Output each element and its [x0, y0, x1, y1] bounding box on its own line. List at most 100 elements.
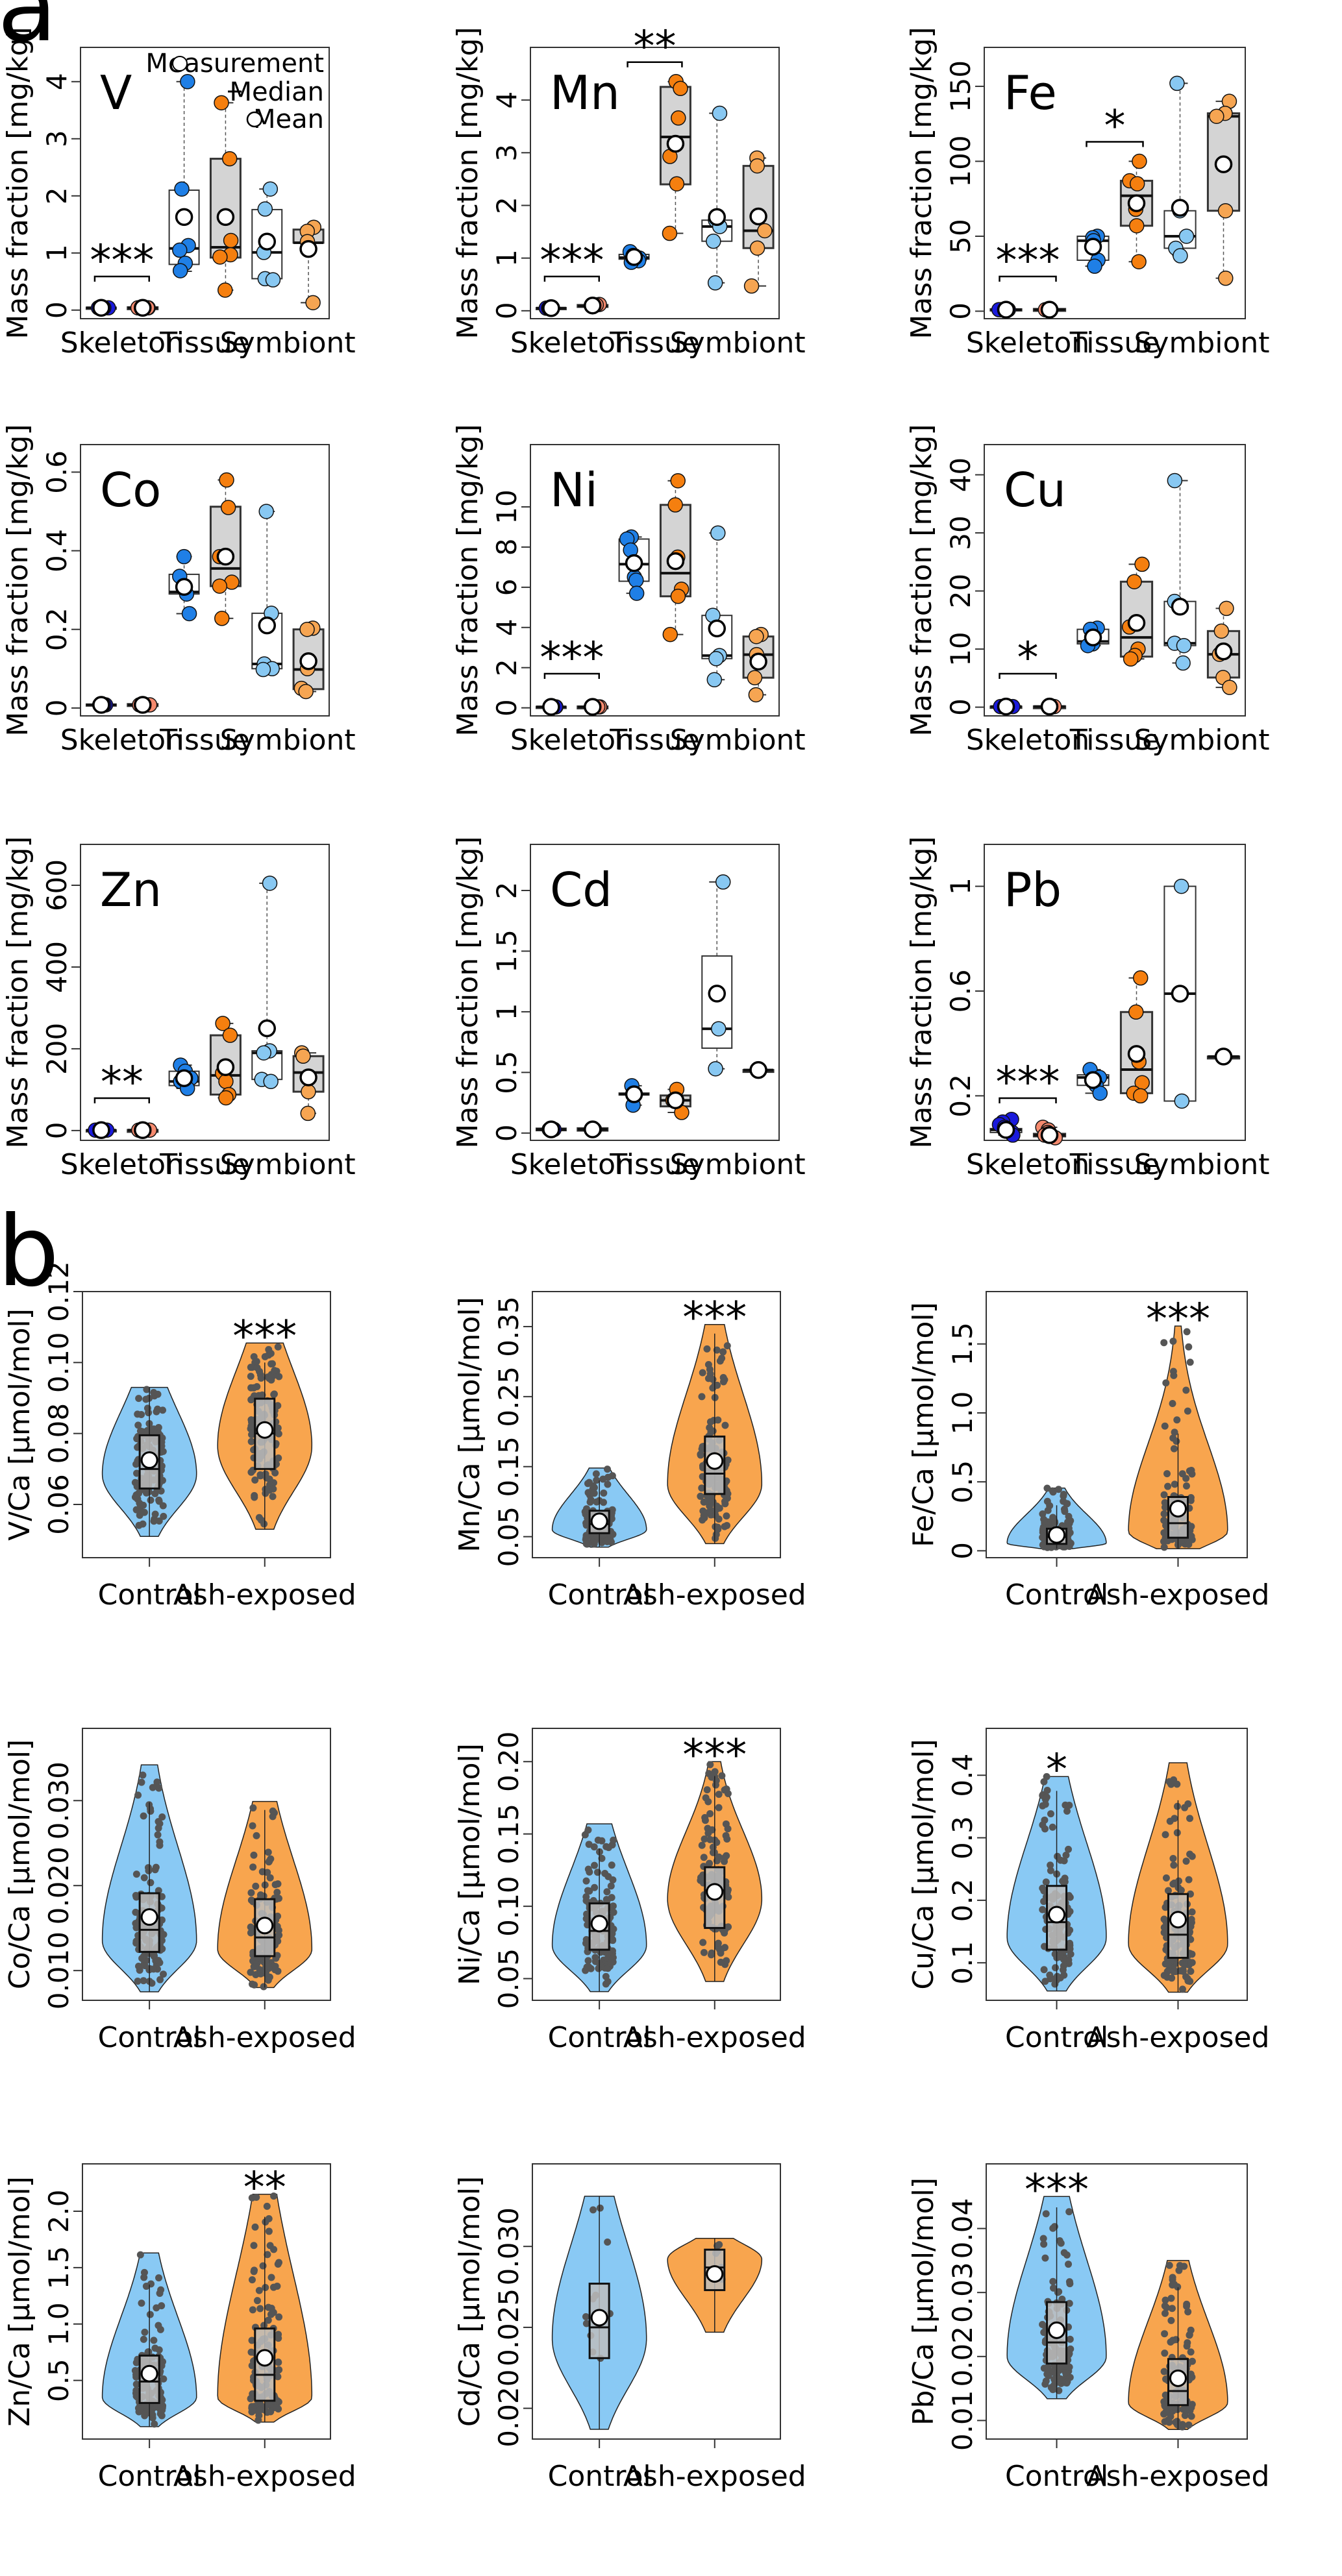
box-Symbiont-Control — [701, 525, 733, 688]
y-tick-label: 0.4 — [41, 529, 73, 572]
data-point — [1187, 2348, 1195, 2356]
data-point — [723, 1835, 731, 1843]
data-point — [1165, 2418, 1173, 2425]
y-tick-label: 200 — [41, 1023, 73, 1075]
y-tick-label: 3 — [491, 144, 523, 162]
violin-control — [551, 2196, 647, 2430]
violin-ash-exposed — [217, 1800, 313, 1991]
data-point — [1061, 1508, 1069, 1515]
data-point — [142, 1395, 150, 1403]
data-point — [715, 1804, 723, 1811]
mean-marker — [258, 232, 276, 251]
data-point — [273, 2397, 281, 2405]
data-point — [583, 1505, 591, 1513]
box-Skeleton-Control — [85, 299, 117, 317]
data-point — [1169, 2274, 1176, 2281]
data-point — [1187, 1466, 1195, 1474]
data-point — [259, 2262, 267, 2270]
y-axis-label: Mass fraction [mg/kg] — [451, 27, 484, 339]
significance-label: ** — [101, 1057, 143, 1107]
data-point — [138, 1508, 145, 1516]
y-tick-label: 0.025 — [493, 2288, 525, 2366]
data-point — [1062, 2369, 1069, 2377]
measurement-point — [1131, 254, 1147, 269]
data-point — [592, 1470, 600, 1478]
mean-marker — [258, 1019, 276, 1038]
y-tick-label: 0.03 — [947, 2262, 978, 2323]
data-point — [250, 1851, 258, 1859]
measurement-point — [710, 525, 726, 541]
measurement-point — [212, 578, 228, 594]
y-tick-label: 6 — [491, 578, 523, 596]
data-point — [155, 1818, 162, 1826]
x-category-label: Ash-exposed — [623, 2460, 806, 2493]
data-point — [140, 1501, 147, 1509]
mean-marker — [1214, 1048, 1233, 1066]
y-axis-label: Mass fraction [mg/kg] — [451, 836, 484, 1148]
data-point — [1162, 2296, 1169, 2304]
data-point — [1188, 1852, 1196, 1860]
data-point — [247, 1438, 255, 1445]
data-point — [714, 1525, 722, 1533]
measurement-point — [1213, 623, 1230, 639]
data-point — [1057, 1856, 1065, 1864]
significance-label: *** — [996, 236, 1060, 286]
data-point — [1170, 1861, 1178, 1869]
y-tick-label: 0.010 — [43, 1932, 75, 2009]
data-point — [1160, 1510, 1168, 1518]
data-point — [147, 1879, 155, 1887]
data-point — [141, 1962, 149, 1970]
x-category-label: Skeleton — [966, 1148, 1089, 1181]
data-point — [1160, 1339, 1168, 1347]
data-point — [1188, 1908, 1196, 1916]
y-tick-label: 0.02 — [947, 2326, 978, 2387]
y-tick-label: 8 — [491, 539, 523, 556]
measurement-point — [1176, 637, 1192, 654]
data-point — [141, 2328, 149, 2336]
data-point — [1053, 1972, 1061, 1980]
measurement-point — [257, 201, 273, 217]
data-point — [274, 1937, 282, 1945]
mean-marker — [584, 296, 602, 315]
data-point — [706, 1859, 714, 1867]
data-point — [715, 2241, 723, 2249]
y-tick-label: 0 — [491, 1124, 523, 1142]
data-point — [253, 2193, 260, 2201]
data-point — [1040, 2240, 1048, 2248]
y-tick-label: 1.5 — [43, 2246, 75, 2289]
y-tick-label: 4 — [491, 92, 523, 109]
y-tick-label: 0.6 — [945, 970, 976, 1013]
data-point — [273, 2282, 281, 2290]
y-axis-label: Mass fraction [mg/kg] — [1, 836, 34, 1148]
data-point — [138, 1411, 145, 1419]
box-Tissue-Ash — [659, 74, 691, 241]
y-axis-label: Mass fraction [mg/kg] — [1, 27, 34, 339]
mean-marker — [997, 697, 1015, 716]
data-point — [1171, 1480, 1178, 1488]
data-point — [247, 1969, 255, 1976]
data-point — [139, 1771, 147, 1779]
data-point — [275, 1932, 282, 1939]
box-Tissue-Ash — [209, 1016, 242, 1106]
mean-marker — [706, 1452, 724, 1470]
data-point — [581, 1831, 589, 1839]
data-point — [1170, 1968, 1178, 1976]
mean-marker — [256, 1917, 274, 1935]
y-tick-label: 4 — [41, 73, 73, 90]
measurement-point — [662, 626, 678, 643]
data-point — [255, 2407, 263, 2414]
mean-marker — [1171, 199, 1189, 217]
data-point — [1039, 1534, 1047, 1541]
data-point — [1186, 2331, 1193, 2338]
significance-bracket — [1086, 141, 1144, 147]
measurement-point — [1175, 655, 1191, 671]
y-tick-label: 1.5 — [947, 1322, 978, 1366]
y-axis-label: Mass fraction [mg/kg] — [451, 424, 484, 736]
data-point — [1163, 1968, 1171, 1976]
data-point — [706, 1761, 714, 1769]
data-point — [582, 1877, 590, 1885]
data-point — [590, 2206, 597, 2214]
